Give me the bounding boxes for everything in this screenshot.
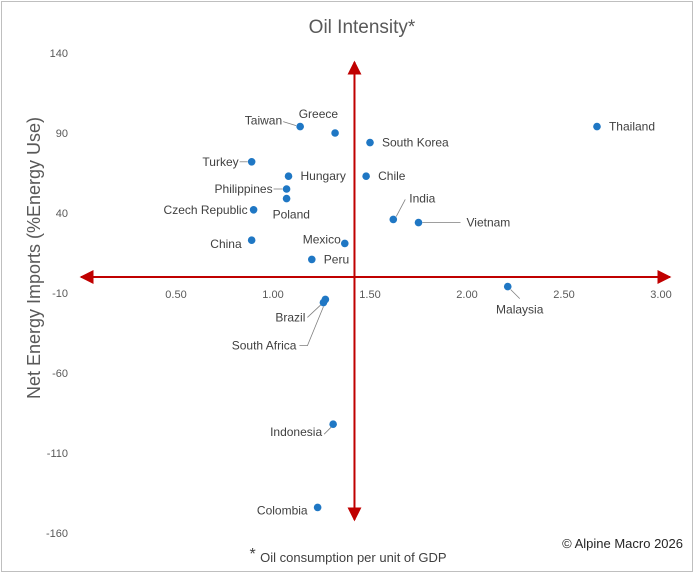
point-indonesia xyxy=(329,420,337,429)
label-taiwan: Taiwan xyxy=(245,114,282,128)
x-tick-label: 1.00 xyxy=(262,289,283,301)
label-peru: Peru xyxy=(324,252,349,266)
leader-malaysia xyxy=(510,289,521,299)
point-peru xyxy=(308,255,316,264)
point-hungary xyxy=(284,172,293,180)
label-south-africa: South Africa xyxy=(232,339,297,353)
leader-india xyxy=(395,199,406,217)
label-hungary: Hungary xyxy=(301,169,346,183)
x-tick-labels: 0.50 1.00 1.50 2.00 2.50 3.00 xyxy=(165,289,671,301)
y-tick-label: -10 xyxy=(52,288,68,300)
label-leader-lines xyxy=(239,121,521,435)
label-colombia: Colombia xyxy=(257,503,308,517)
y-tick-label: 90 xyxy=(56,128,68,140)
x-axis-label-group: * Oil consumption per unit of GDP xyxy=(249,546,446,565)
y-tick-label: -60 xyxy=(52,368,68,380)
point-south-korea xyxy=(366,138,374,147)
y-tick-label: -160 xyxy=(46,528,68,540)
label-vietnam: Vietnam xyxy=(467,216,511,230)
x-tick-label: 3.00 xyxy=(650,289,671,301)
label-south-korea: South Korea xyxy=(382,136,449,150)
leader-indonesia xyxy=(323,426,332,435)
point-poland xyxy=(282,194,291,203)
point-colombia xyxy=(313,503,322,512)
y-tick-label: -110 xyxy=(47,448,68,460)
label-mexico: Mexico xyxy=(303,232,341,246)
point-greece xyxy=(331,129,339,137)
x-axis-label: Oil consumption per unit of GDP xyxy=(260,550,446,565)
label-poland: Poland xyxy=(273,208,310,222)
label-czech-republic: Czech Republic xyxy=(164,203,248,217)
label-greece: Greece xyxy=(299,107,339,121)
point-vietnam xyxy=(414,218,423,227)
y-axis-label: Net Energy Imports (%Energy Use) xyxy=(24,117,44,399)
label-china: China xyxy=(210,237,242,251)
label-philippines: Philippines xyxy=(215,182,273,196)
data-points xyxy=(247,122,601,512)
label-brazil: Brazil xyxy=(275,310,305,324)
point-south-africa xyxy=(319,298,328,307)
x-tick-label: 1.50 xyxy=(359,289,380,301)
label-thailand: Thailand xyxy=(609,120,655,134)
point-malaysia xyxy=(503,282,512,291)
x-tick-label: 0.50 xyxy=(165,289,186,301)
point-india xyxy=(389,215,398,224)
leader-south-africa xyxy=(299,306,324,346)
point-philippines xyxy=(282,185,291,193)
point-chile xyxy=(362,172,370,180)
point-turkey xyxy=(247,158,256,166)
y-tick-labels: 140 90 40 -10 -60 -110 -160 xyxy=(46,48,68,540)
x-tick-label: 2.50 xyxy=(553,289,574,301)
y-tick-label: 140 xyxy=(50,48,68,60)
x-tick-label: 2.00 xyxy=(456,289,477,301)
copyright-notice: © Alpine Macro 2026 xyxy=(562,536,683,551)
point-taiwan xyxy=(296,122,304,131)
point-thailand xyxy=(593,122,601,131)
label-indonesia: Indonesia xyxy=(270,425,322,439)
point-czech-republic xyxy=(249,206,258,214)
label-malaysia: Malaysia xyxy=(496,303,544,317)
label-india: India xyxy=(409,191,435,205)
point-mexico xyxy=(340,239,349,248)
label-chile: Chile xyxy=(378,169,406,183)
y-tick-label: 40 xyxy=(56,208,68,220)
label-turkey: Turkey xyxy=(202,155,238,169)
point-china xyxy=(247,236,256,244)
data-point-labels: Greece Taiwan South Korea Thailand Turkey Hun… xyxy=(164,107,655,517)
chart-title: Oil Intensity* xyxy=(309,17,416,38)
x-axis-label-star: * xyxy=(249,546,255,563)
leader-taiwan xyxy=(283,121,297,126)
